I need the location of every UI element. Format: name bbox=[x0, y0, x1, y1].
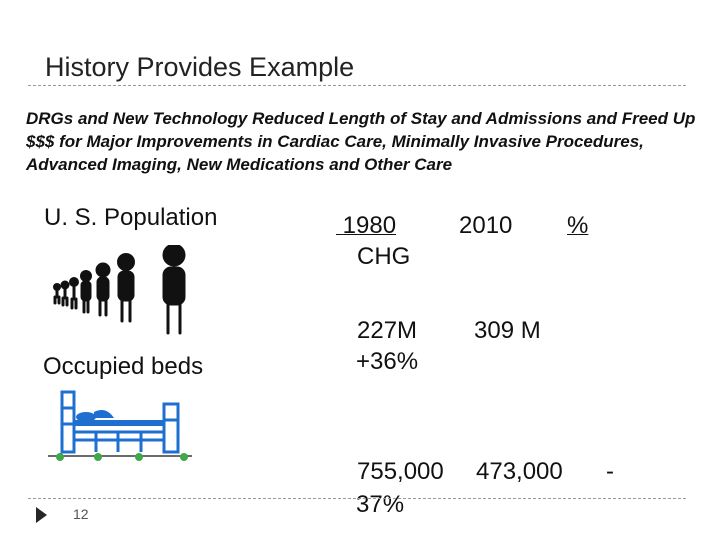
people-growing-icon bbox=[53, 245, 186, 335]
beds-dash: - bbox=[606, 458, 614, 485]
hospital-bed-icon bbox=[48, 390, 192, 461]
occupied-beds-label: Occupied beds bbox=[43, 353, 204, 380]
beds-2010-value: 473,000 bbox=[476, 458, 563, 485]
population-label: U. S. Population bbox=[44, 204, 218, 231]
title-divider bbox=[28, 85, 686, 86]
header-1980-text: 1980 bbox=[342, 212, 397, 239]
page-number: 12 bbox=[73, 506, 89, 522]
header-chg: CHG bbox=[357, 243, 411, 270]
slide-subtitle: DRGs and New Technology Reduced Length o… bbox=[26, 109, 696, 174]
slide-title: History Provides Example bbox=[45, 52, 355, 82]
population-change-value: +36% bbox=[356, 348, 419, 375]
beds-change-value: 37% bbox=[356, 491, 405, 518]
beds-1980-value: 755,000 bbox=[357, 458, 444, 485]
header-2010: 2010 bbox=[459, 212, 513, 239]
footer-divider bbox=[28, 498, 686, 499]
population-1980-value: 227M bbox=[357, 317, 418, 344]
header-percent: % bbox=[567, 212, 589, 239]
population-2010-value: 309 M bbox=[474, 317, 541, 344]
triangle-bullet-icon bbox=[36, 507, 47, 523]
header-1980: 1980 bbox=[336, 211, 396, 241]
